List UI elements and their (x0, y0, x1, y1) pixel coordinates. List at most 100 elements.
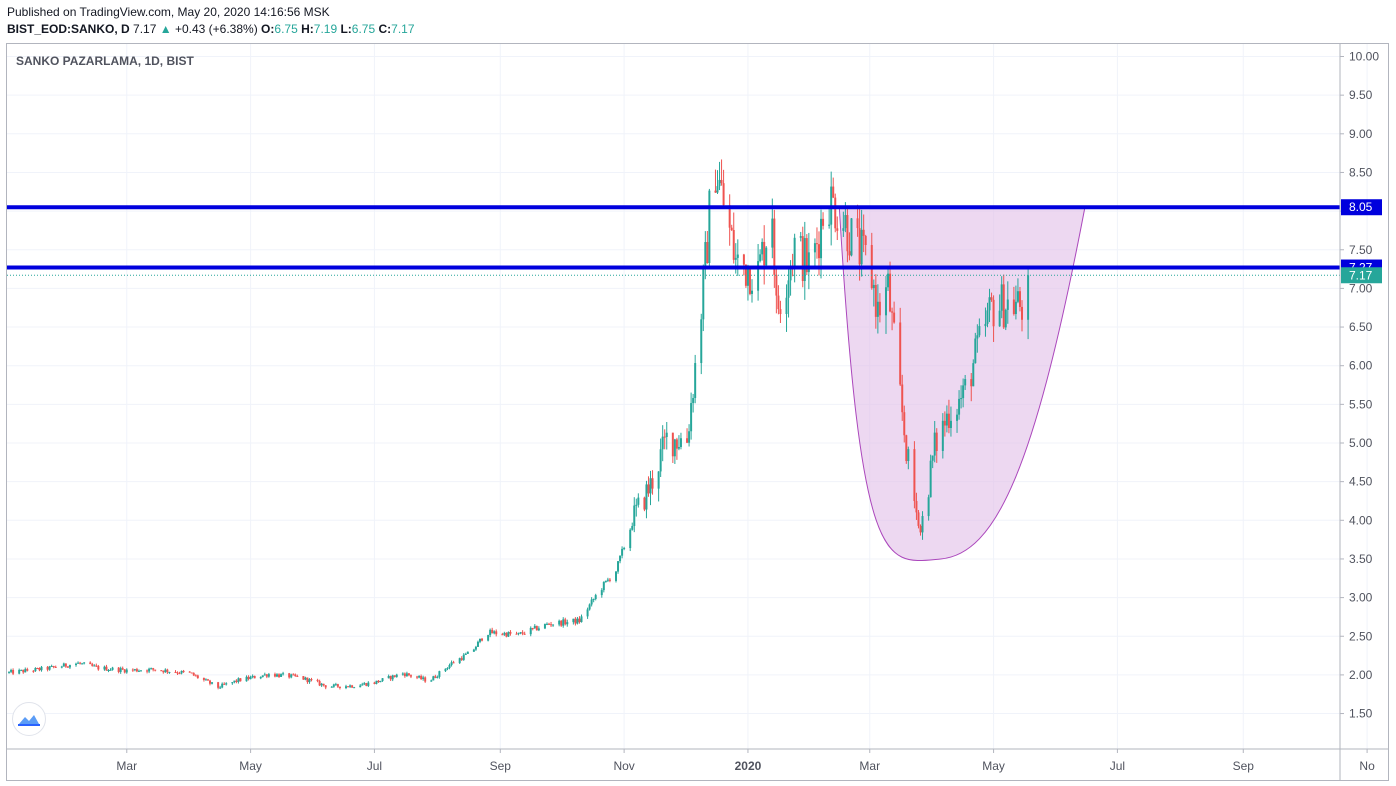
candle-body (543, 624, 546, 629)
candle-body (24, 669, 27, 673)
candle-body (219, 687, 222, 689)
candle-body (629, 529, 632, 549)
chart-frame[interactable] (6, 43, 1389, 781)
candle-body (318, 681, 321, 686)
candle-body (958, 398, 961, 415)
y-tick-label: 6.00 (1349, 359, 1373, 373)
tradingview-logo-icon[interactable] (12, 702, 46, 736)
candle-body (487, 635, 490, 641)
candle-body (974, 338, 977, 364)
candle-body (176, 672, 179, 674)
candle-body (239, 678, 242, 682)
candle-body (405, 673, 408, 677)
candle-body (237, 678, 240, 682)
candle-body (537, 628, 540, 631)
candle-body (813, 243, 816, 253)
candle-body (690, 403, 693, 432)
candle-body (635, 504, 638, 506)
candle-body (921, 516, 924, 533)
candle-body (919, 525, 922, 533)
candle-body (36, 668, 39, 670)
y-tick-label: 8.50 (1349, 165, 1373, 179)
candle-body (1006, 299, 1009, 310)
x-tick-label: Jul (367, 759, 382, 773)
candle-body (489, 629, 492, 636)
candle-body (422, 677, 425, 680)
candle-body (777, 295, 780, 310)
candle-body (211, 682, 214, 684)
candle-body (46, 666, 49, 670)
candle-body (464, 653, 467, 655)
candle-body (97, 666, 100, 670)
candle-body (223, 683, 226, 685)
candle-body (935, 432, 938, 451)
candle-body (720, 179, 723, 184)
candle-body (111, 667, 114, 670)
candle-body (864, 235, 867, 246)
cup-pattern (838, 206, 1086, 562)
candle-body (972, 363, 975, 387)
candle-body (389, 676, 392, 680)
candle-body (850, 218, 853, 256)
candle-body (933, 432, 936, 456)
candle-body (247, 676, 250, 680)
candle-body (872, 284, 875, 289)
candle-body (430, 680, 433, 682)
candle-body (761, 241, 764, 255)
x-tick-label: Jul (1110, 759, 1125, 773)
candle-body (446, 667, 449, 669)
candle-body (718, 179, 721, 187)
candle-body (174, 671, 177, 673)
candle-body (265, 674, 268, 677)
candle-body (26, 669, 29, 671)
candle-body (590, 599, 593, 605)
candle-body (775, 274, 778, 296)
candle-body (233, 680, 236, 683)
candle-body (38, 668, 41, 671)
candle-body (91, 664, 94, 666)
y-tick-label: 7.50 (1349, 243, 1373, 257)
candle-body (907, 449, 910, 462)
y-tick-label: 1.50 (1349, 707, 1373, 721)
candle-body (560, 620, 563, 626)
candle-body (190, 672, 193, 674)
candle-body (848, 251, 851, 256)
candle-body (296, 675, 299, 677)
candle-body (998, 310, 1001, 327)
candle-body (970, 379, 973, 387)
candle-body (476, 641, 479, 647)
candle-body (637, 497, 640, 505)
candle-body (941, 420, 944, 451)
candle-body (915, 501, 918, 513)
candle-body (75, 663, 78, 666)
candle-body (373, 682, 376, 684)
candle-body (249, 676, 252, 680)
candle-body (1000, 284, 1003, 311)
candle-body (209, 680, 211, 684)
candle-body (448, 665, 451, 668)
low-value: 6.75 (351, 22, 376, 36)
candle-body (947, 413, 950, 428)
last-price-badge-bg (1341, 267, 1382, 284)
candle-body (657, 471, 660, 489)
candle-body (253, 675, 256, 679)
candle-body (302, 676, 305, 680)
level-price-badge: 8.05 (1349, 200, 1373, 214)
candle-body (801, 236, 804, 282)
candle-body (661, 436, 664, 450)
low-label: L: (340, 22, 352, 36)
candle-body (732, 230, 735, 260)
candle-body (515, 633, 518, 635)
candle-body (604, 580, 607, 582)
candle-body (832, 186, 835, 198)
candle-body (478, 638, 481, 642)
candle-body (64, 663, 67, 667)
candle-body (418, 676, 421, 678)
candle-body (578, 618, 581, 623)
candle-body (633, 505, 636, 526)
candle-body (275, 674, 278, 677)
candle-body (349, 685, 352, 687)
symbol-header: BIST_EOD:SANKO, D 7.17 ▲ +0.43 (+6.38%) … (7, 22, 415, 36)
x-tick-label: Mar (859, 759, 880, 773)
